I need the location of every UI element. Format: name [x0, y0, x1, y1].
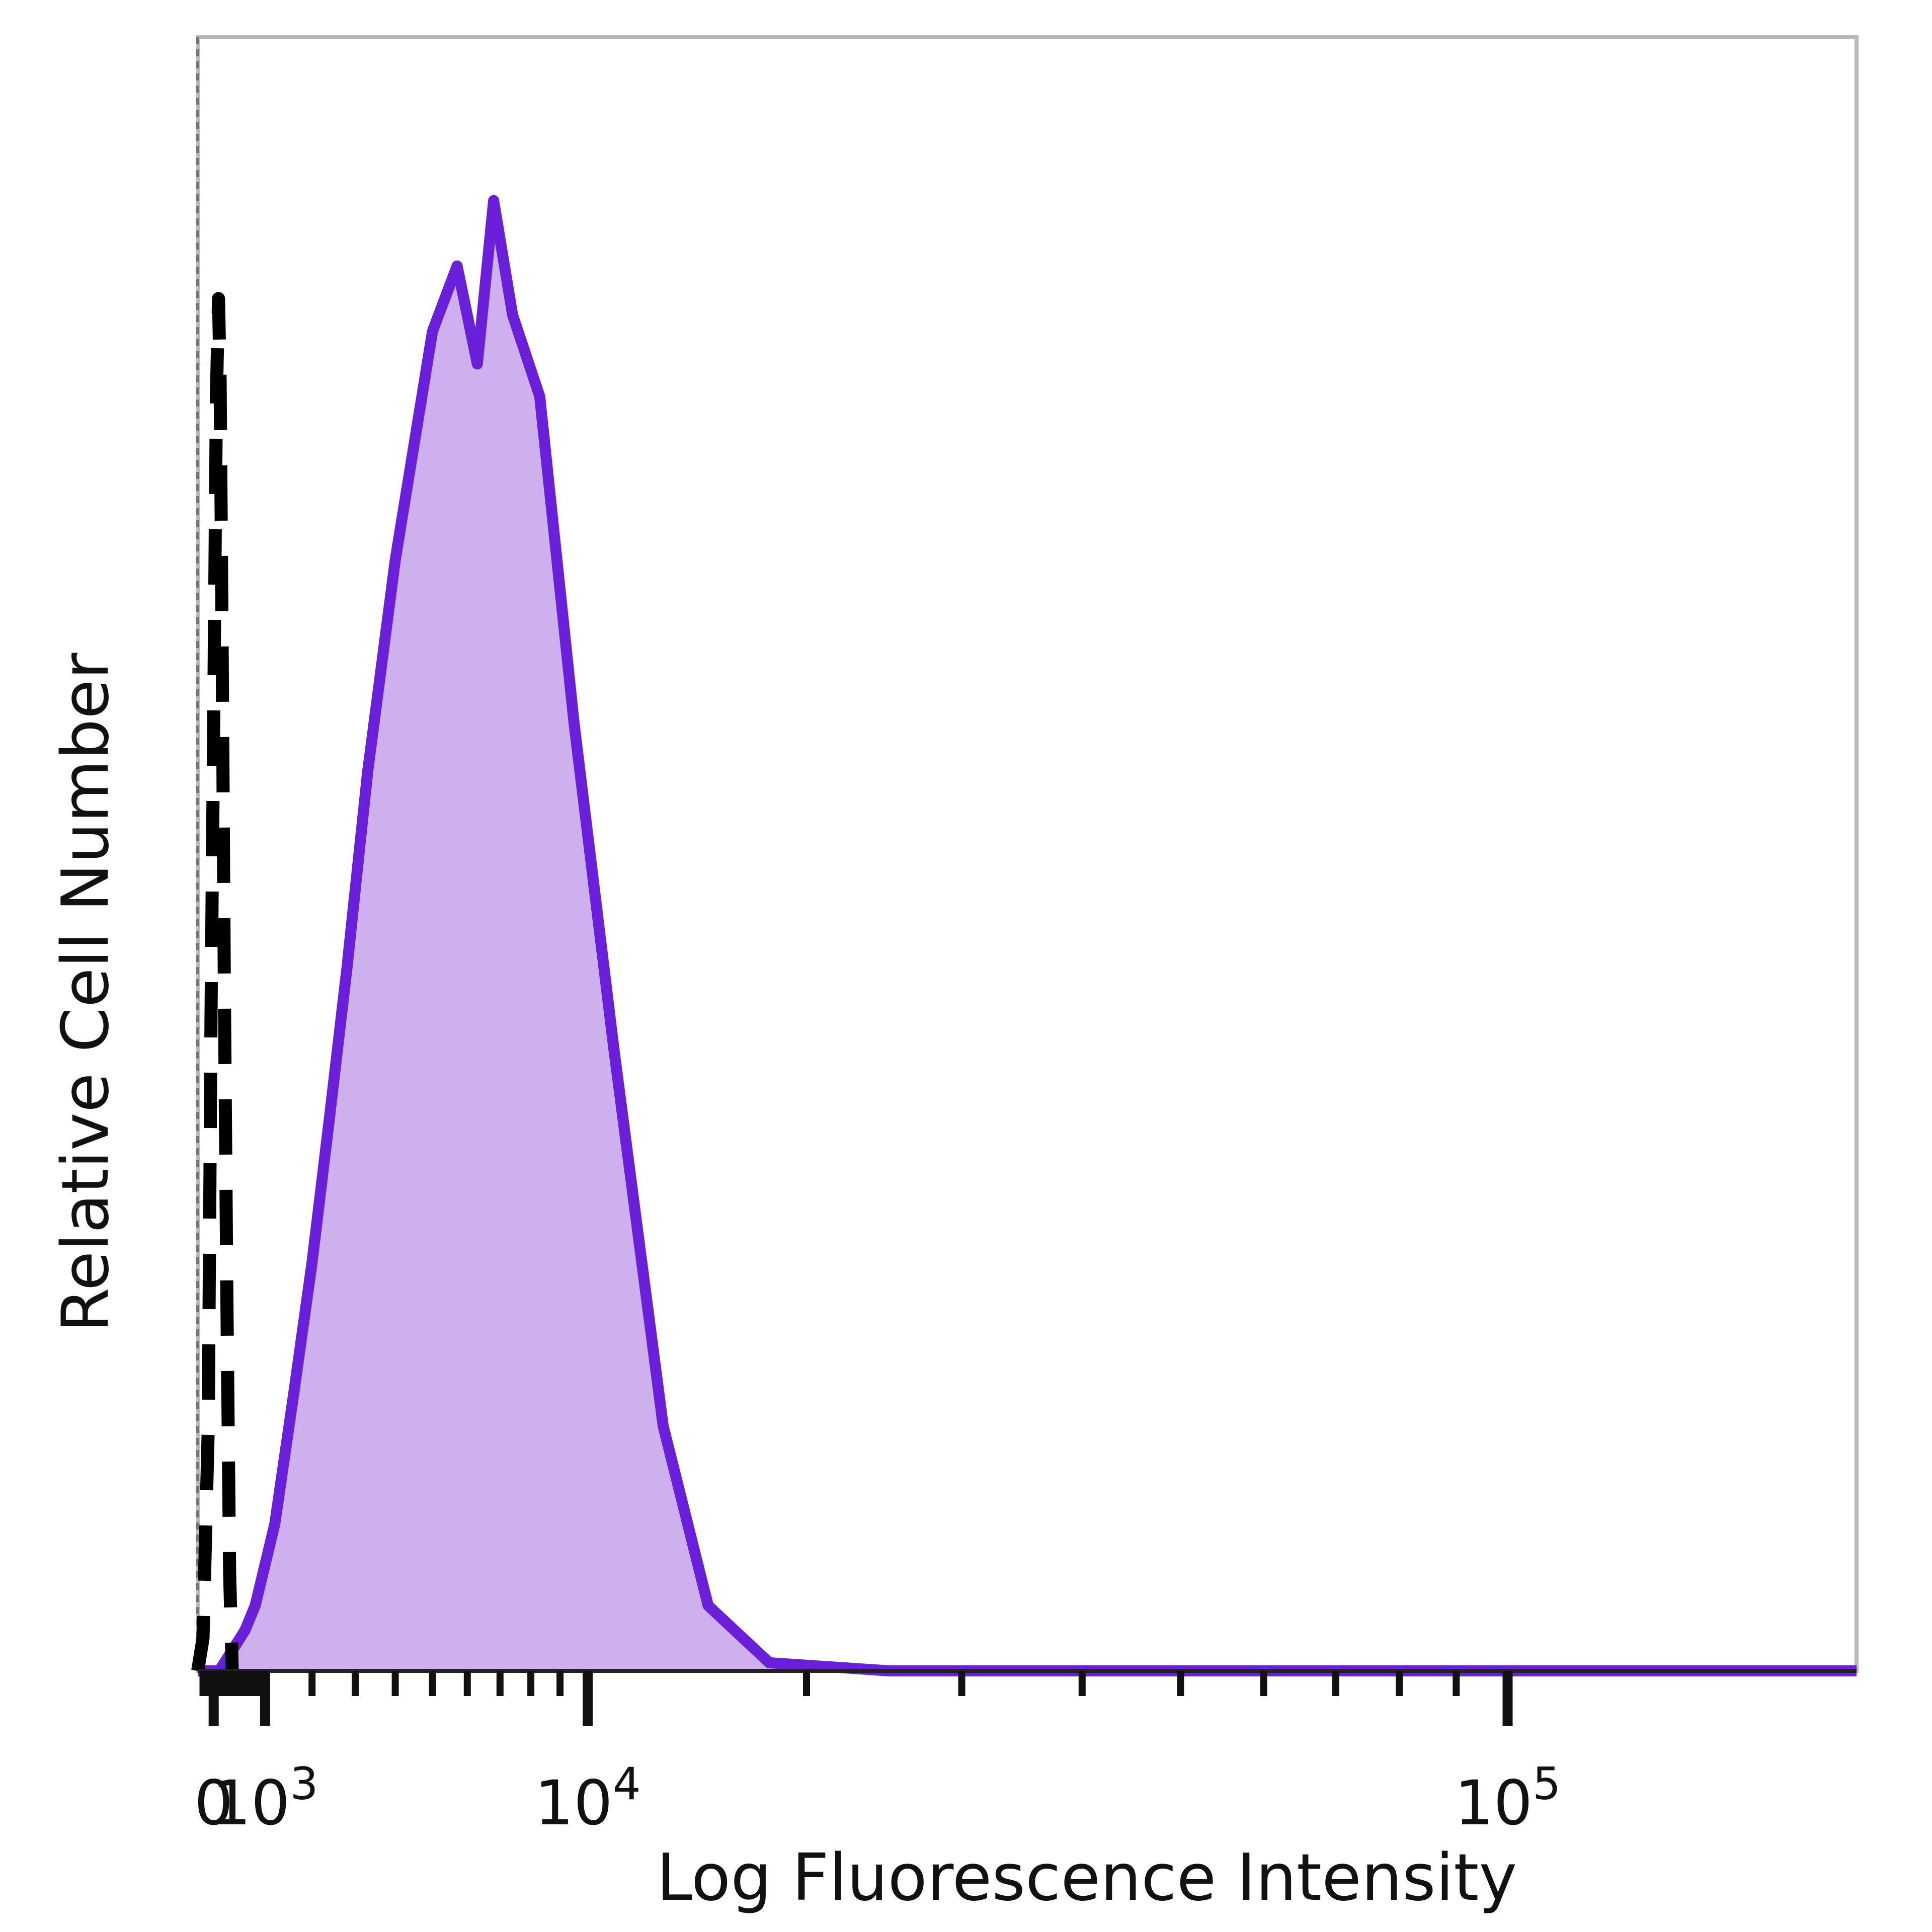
series-1-line — [198, 195, 1857, 1676]
x-tick-label-3-exponent: 5 — [1533, 1758, 1561, 1810]
series-layer — [191, 195, 1857, 1676]
y-axis-title: Relative Cell Number — [48, 653, 123, 1332]
x-tick-label-2: 104 — [534, 1758, 640, 1839]
x-axis-title: Log Fluorescence Intensity — [657, 1840, 1517, 1915]
series-1-fill — [198, 200, 1857, 1671]
x-tick-label-1-exponent: 3 — [290, 1758, 318, 1810]
x-tick-label-2-exponent: 4 — [613, 1758, 641, 1810]
x-tick-label-1: 103 — [212, 1758, 318, 1839]
x-tick-label-2-base: 10 — [534, 1767, 612, 1839]
x-axis-ticks — [199, 1671, 1513, 1726]
series-0-line — [191, 292, 239, 1672]
x-tick-label-3: 105 — [1455, 1758, 1561, 1839]
x-tick-label-1-base: 10 — [212, 1767, 290, 1839]
x-tick-label-0: 0 — [194, 1767, 233, 1839]
x-tick-label-3-base: 10 — [1455, 1767, 1533, 1839]
